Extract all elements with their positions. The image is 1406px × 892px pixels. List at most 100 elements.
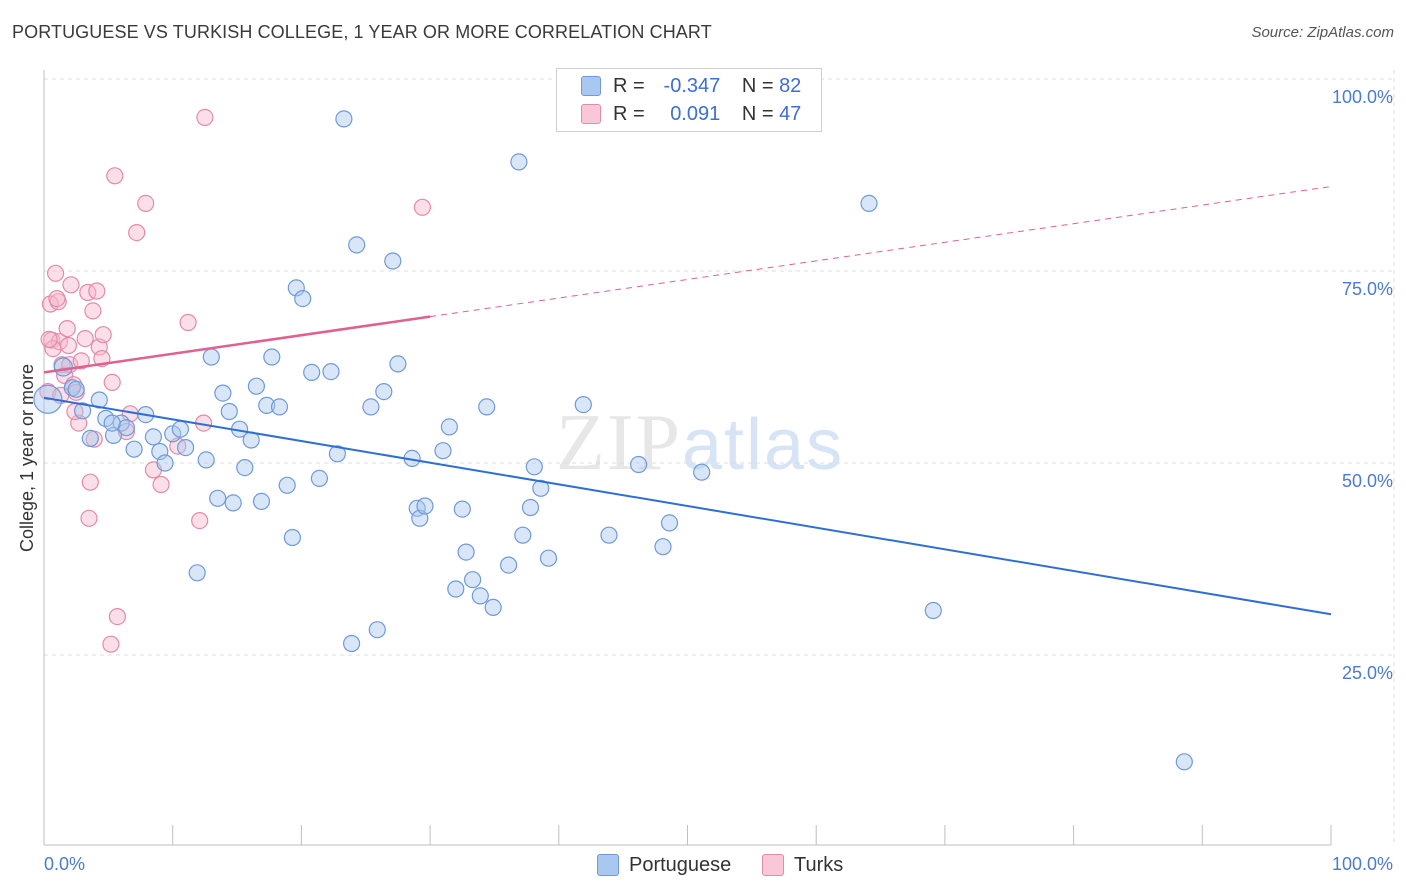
n-label: N =: [741, 102, 774, 125]
watermark-zip: ZIP: [556, 399, 682, 487]
x-tick-label: 100.0%: [1332, 854, 1393, 874]
portuguese-point: [188, 564, 206, 582]
turks-point: [152, 475, 170, 494]
portuguese-point: [574, 396, 592, 414]
turks-point: [84, 302, 102, 320]
portuguese-point: [209, 489, 227, 507]
turks-point: [81, 473, 99, 491]
r-value-portuguese: -0.347: [663, 74, 721, 97]
turks-point: [59, 336, 78, 355]
portuguese-point: [457, 543, 475, 561]
portuguese-point: [375, 383, 393, 401]
y-axis-title: College, 1 year or more: [17, 364, 37, 552]
legend-text-turks: R = 0.091 N = 47: [613, 103, 801, 126]
portuguese-point: [81, 429, 99, 447]
portuguese-point: [416, 497, 434, 515]
portuguese-point: [500, 556, 518, 574]
portuguese-point: [471, 587, 489, 605]
correlation-legend: R = -0.347 N = 82 R = 0.091 N = 47: [556, 68, 822, 132]
portuguese-point: [368, 621, 386, 639]
turks-point: [72, 352, 90, 370]
turks-point: [58, 320, 76, 338]
axis-labels: 25.0% 50.0% 75.0% 100.0% 0.0% 100.0% College, …: [17, 87, 1393, 874]
portuguese-point: [236, 459, 254, 477]
legend-text-portuguese: R = -0.347 N = 82: [613, 75, 801, 98]
portuguese-point: [252, 492, 271, 510]
r-label: R =: [613, 102, 645, 125]
trend-lines: [43, 186, 1332, 616]
portuguese-point: [171, 420, 189, 438]
portuguese-trend-line: [43, 396, 1332, 616]
portuguese-point: [860, 194, 878, 212]
portuguese-point: [447, 580, 465, 598]
turks-point: [40, 330, 58, 348]
portuguese-point: [924, 601, 942, 620]
turks-legend-label: Turks: [794, 853, 844, 876]
portuguese-point: [220, 402, 238, 421]
portuguese-point: [303, 363, 321, 381]
turks-point: [80, 509, 98, 527]
portuguese-point: [514, 526, 532, 544]
turks-point: [102, 635, 120, 653]
turks-point: [137, 194, 155, 212]
portuguese-point: [478, 398, 496, 416]
y-tick-label: 50.0%: [1342, 471, 1393, 491]
portuguese-point: [1175, 753, 1193, 771]
portuguese-point: [532, 479, 550, 497]
turks-swatch: [581, 104, 601, 124]
portuguese-point: [453, 500, 471, 518]
portuguese-point: [103, 414, 121, 432]
portuguese-point: [263, 348, 281, 366]
portuguese-swatch: [581, 76, 601, 96]
portuguese-point: [335, 110, 353, 128]
n-value-turks: 47: [779, 102, 802, 125]
portuguese-point: [104, 426, 123, 444]
turks-point: [76, 330, 94, 348]
portuguese-point: [484, 598, 502, 617]
turks-point: [46, 264, 65, 282]
portuguese-point: [156, 454, 174, 472]
portuguese-point: [117, 419, 136, 437]
y-tick-label: 75.0%: [1342, 279, 1393, 299]
portuguese-legend-swatch: [597, 854, 619, 876]
watermark: ZIPatlas: [556, 398, 844, 489]
portuguese-point: [660, 514, 679, 532]
portuguese-point: [693, 463, 711, 481]
portuguese-point: [389, 355, 407, 373]
turks-point: [179, 313, 197, 332]
bottom-legend-turks: Turks: [762, 852, 843, 878]
portuguese-point: [287, 279, 305, 297]
grid-lines: [44, 70, 1395, 845]
bottom-legend-portuguese: Portuguese: [597, 852, 731, 878]
portuguese-point: [112, 414, 130, 432]
n-value-portuguese: 82: [779, 74, 802, 97]
turks-point: [39, 383, 57, 401]
portuguese-point: [270, 398, 289, 416]
portuguese-point: [348, 236, 366, 254]
turks-point: [50, 333, 69, 351]
turks-point: [413, 198, 431, 216]
turks-trend-line-solid: [43, 315, 431, 374]
turks-point: [48, 290, 66, 308]
portuguese-point: [629, 455, 648, 474]
portuguese-points: [33, 110, 1193, 771]
portuguese-point: [600, 526, 618, 544]
turks-point: [128, 224, 146, 242]
n-label: N =: [741, 74, 774, 97]
portuguese-point: [73, 402, 92, 420]
x-tick-label: 0.0%: [44, 854, 85, 874]
portuguese-point: [197, 451, 215, 469]
turks-point: [108, 607, 127, 626]
turks-point: [106, 167, 124, 185]
turks-points: [39, 108, 431, 653]
turks-legend-swatch: [762, 854, 784, 876]
portuguese-point: [654, 538, 672, 556]
portuguese-point: [294, 290, 312, 308]
portuguese-legend-label: Portuguese: [629, 853, 732, 876]
portuguese-point: [125, 440, 143, 458]
portuguese-point: [214, 384, 232, 402]
portuguese-point: [384, 252, 402, 270]
portuguese-point: [247, 377, 265, 395]
watermark-atlas: atlas: [682, 405, 845, 485]
